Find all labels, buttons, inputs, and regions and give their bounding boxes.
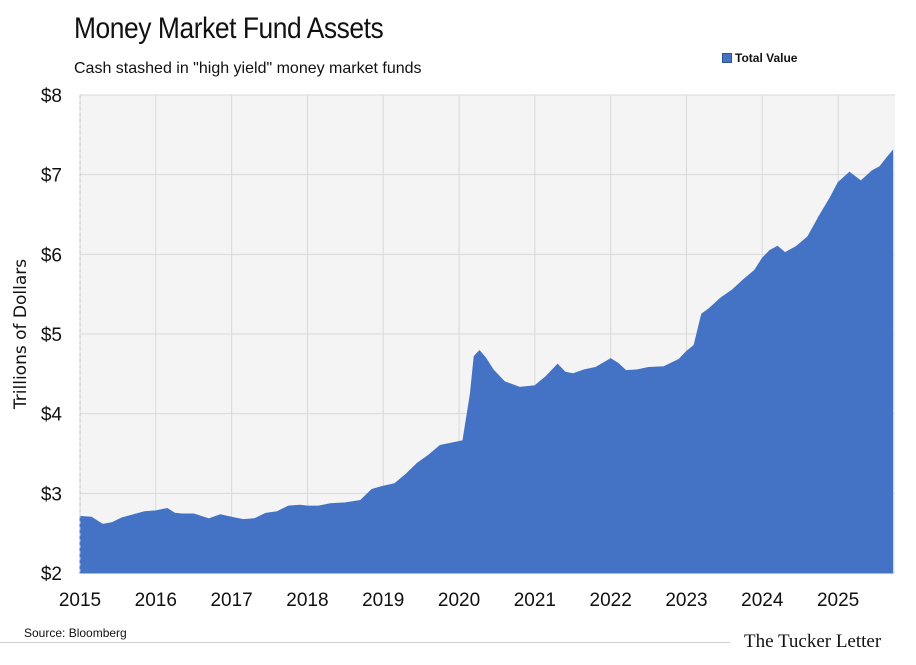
y-tick-label: $6: [41, 245, 62, 266]
legend-label: Total Value: [735, 51, 798, 65]
y-axis-title: Trillions of Dollars: [11, 259, 31, 410]
x-tick-label: 2023: [665, 590, 707, 611]
y-tick-label: $7: [41, 166, 62, 187]
chart-title: Money Market Fund Assets: [74, 12, 384, 45]
legend: Total Value: [722, 51, 797, 65]
x-tick-label: 2016: [135, 590, 177, 611]
x-tick-label: 2022: [590, 590, 632, 611]
y-tick-label: $3: [41, 484, 62, 505]
x-tick-label: 2015: [59, 590, 101, 611]
y-tick-label: $4: [41, 405, 63, 426]
source-note: Source: Bloomberg: [24, 626, 127, 640]
brand-label: The Tucker Letter: [744, 631, 882, 652]
x-tick-label: 2025: [817, 590, 859, 611]
y-tick-label: $2: [41, 564, 62, 585]
x-tick-label: 2017: [210, 590, 252, 611]
x-tick-label: 2019: [362, 590, 404, 611]
chart-subtitle: Cash stashed in "high yield" money marke…: [74, 60, 422, 77]
legend-swatch: [722, 53, 732, 63]
x-tick-label: 2021: [514, 590, 556, 611]
x-tick-label: 2024: [741, 590, 784, 611]
footer-divider: [0, 642, 730, 643]
series-area: [79, 149, 894, 574]
x-tick-label: 2018: [286, 590, 328, 611]
x-tick-label: 2020: [438, 590, 480, 611]
y-tick-label: $5: [41, 325, 62, 346]
y-tick-label: $8: [41, 86, 62, 107]
